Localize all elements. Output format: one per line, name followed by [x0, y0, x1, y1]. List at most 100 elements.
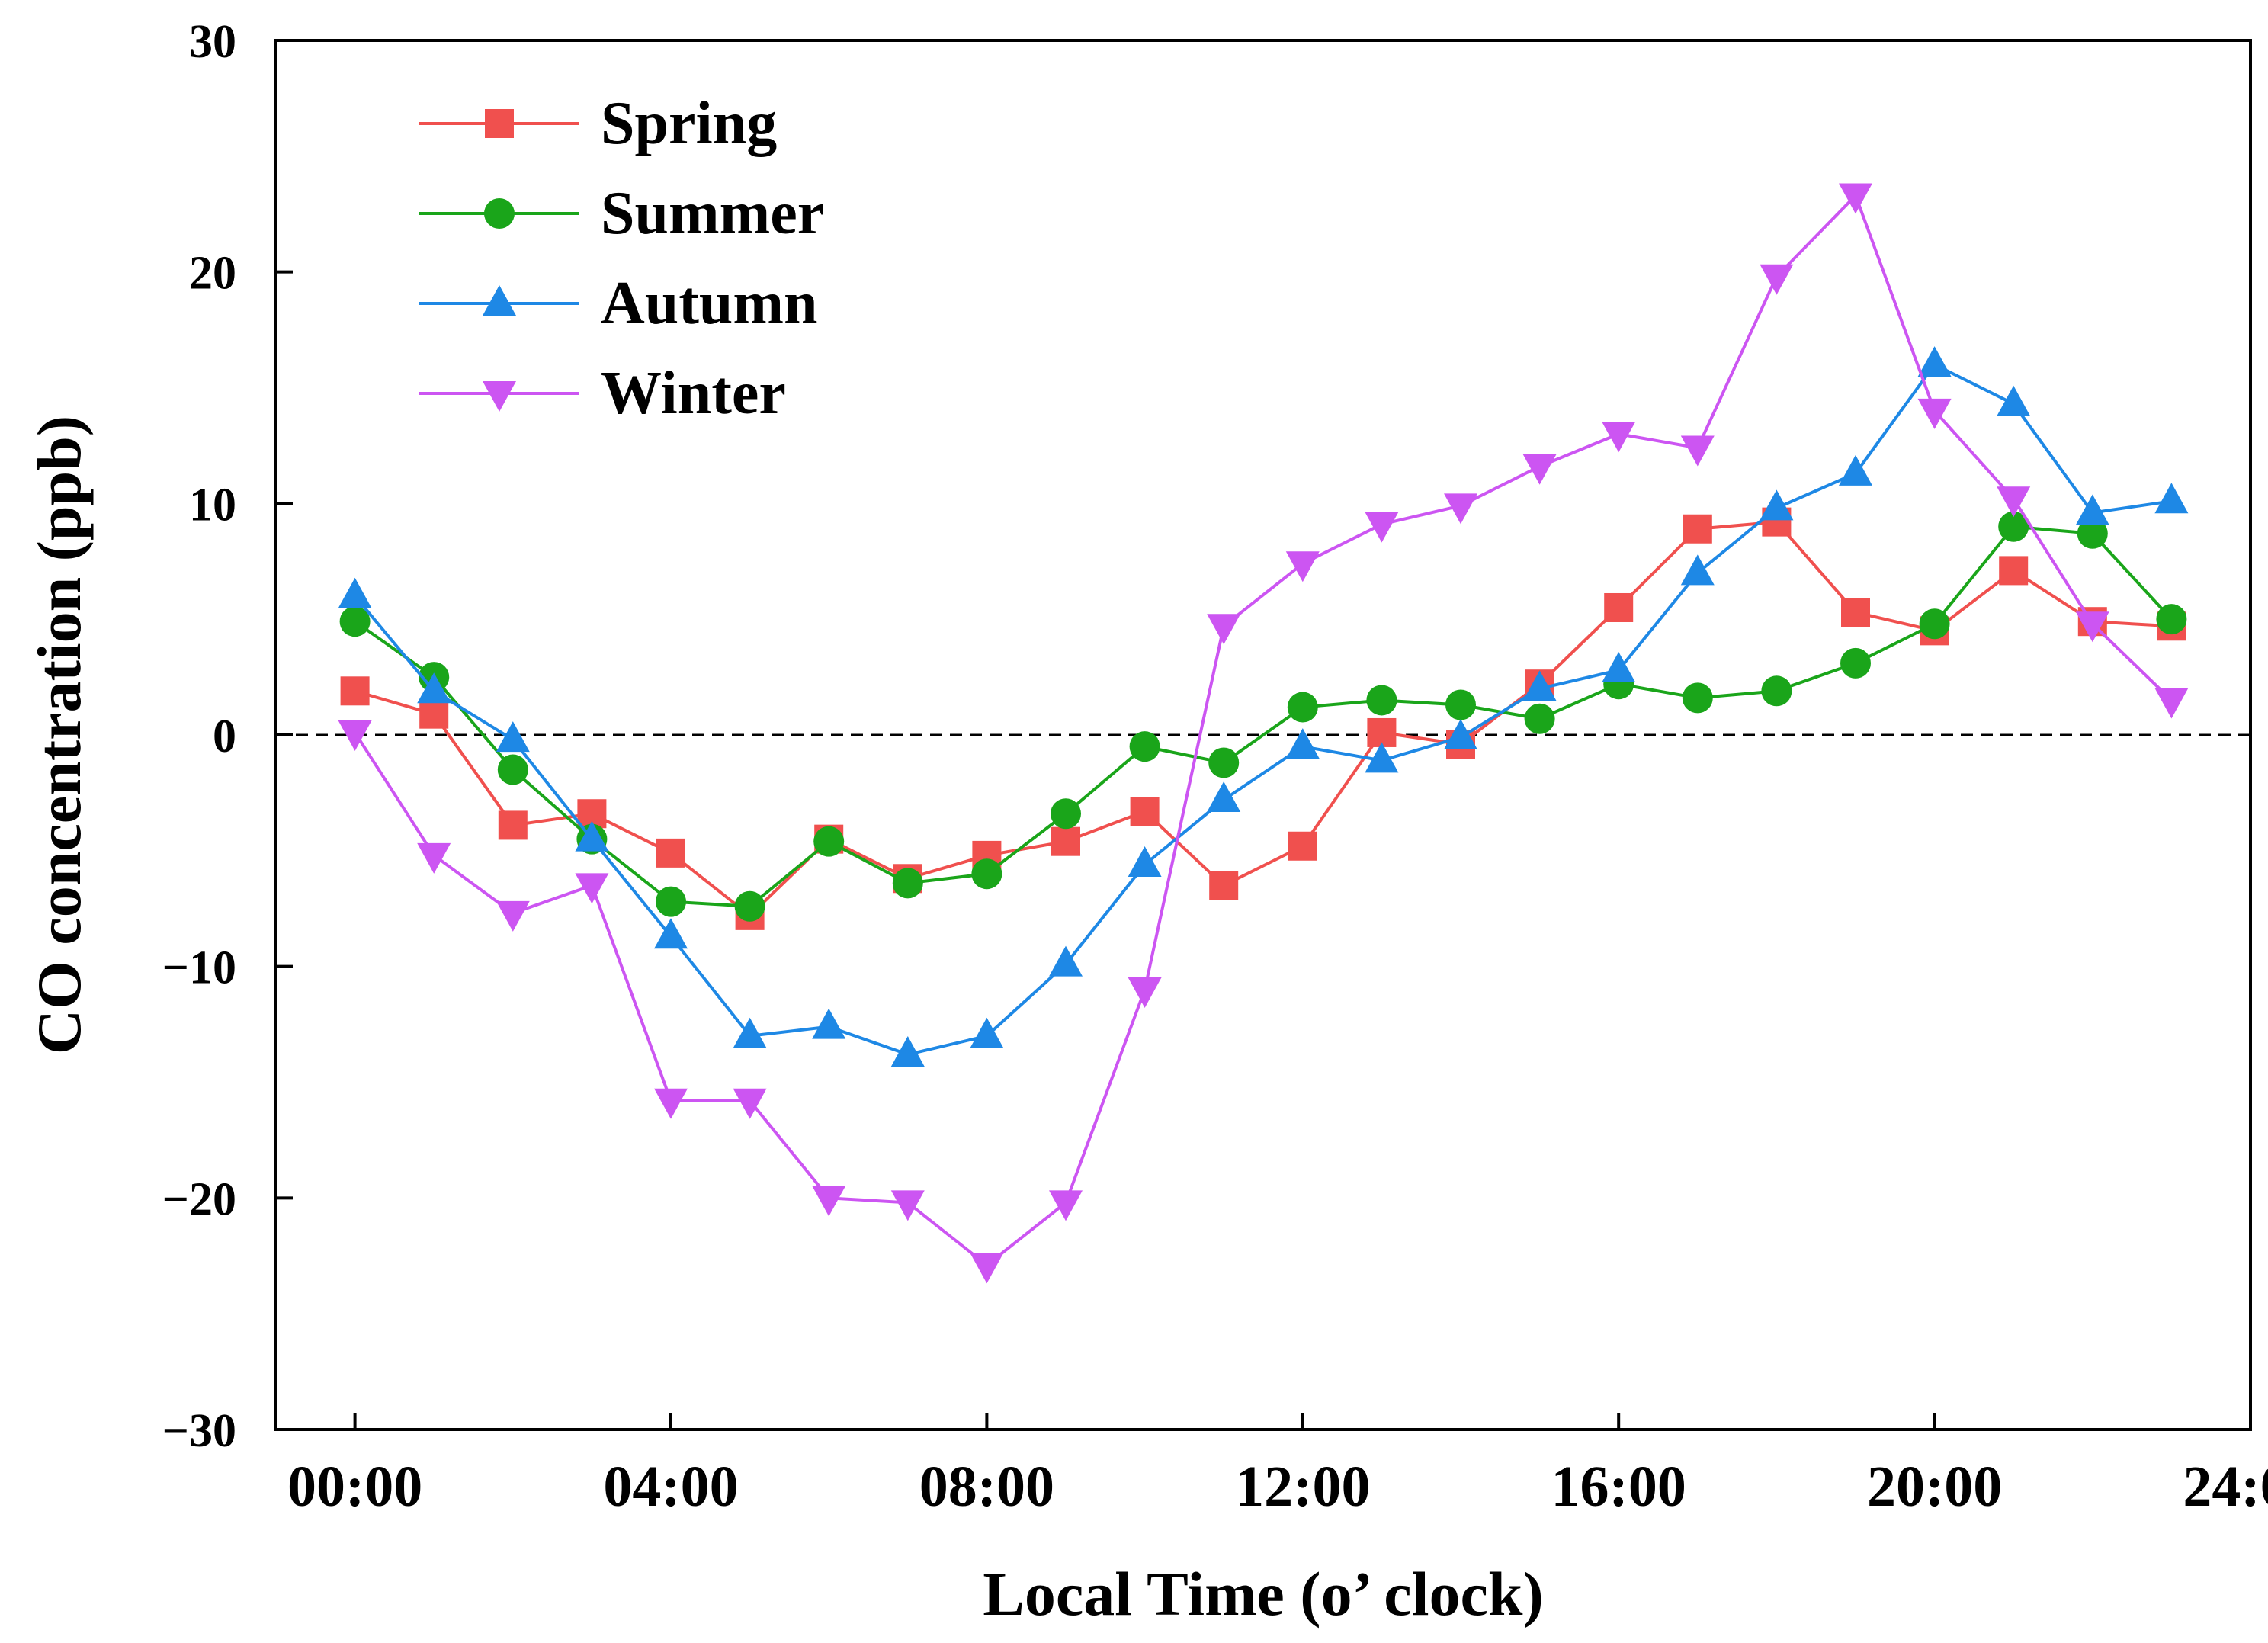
data-point-spring	[656, 838, 685, 868]
data-point-summer	[1208, 747, 1240, 778]
data-point-winter	[496, 900, 530, 932]
data-point-autumn	[1917, 346, 1952, 377]
data-point-winter	[733, 1088, 767, 1119]
legend-label-winter: Winter	[601, 360, 786, 427]
data-point-winter	[970, 1253, 1004, 1284]
data-point-winter	[1997, 486, 2031, 518]
data-point-autumn	[2154, 483, 2189, 514]
data-point-spring	[1130, 797, 1160, 826]
x-tick-label: 24:00	[2183, 1455, 2268, 1519]
data-point-winter	[1365, 512, 1399, 543]
data-point-autumn	[1997, 385, 2031, 416]
data-point-spring	[419, 699, 449, 729]
data-point-autumn	[970, 1017, 1004, 1048]
y-tick-label: 10	[189, 479, 236, 531]
data-point-autumn	[812, 1008, 846, 1039]
data-point-autumn	[417, 672, 451, 704]
legend-marker-spring	[485, 109, 514, 138]
series-autumn	[338, 346, 2189, 1067]
data-point-spring	[1288, 831, 1317, 861]
y-tick-label: −20	[162, 1173, 236, 1225]
data-point-summer	[1445, 689, 1476, 720]
data-point-summer	[1366, 685, 1397, 716]
y-tick-label: −30	[162, 1405, 236, 1457]
x-tick-label: 08:00	[919, 1455, 1054, 1519]
data-point-autumn	[1285, 728, 1320, 759]
data-point-winter	[890, 1190, 925, 1221]
data-point-summer	[1761, 675, 1792, 707]
data-point-autumn	[1839, 454, 1872, 486]
data-point-winter	[1444, 493, 1477, 525]
data-point-summer	[971, 858, 1002, 890]
data-point-summer	[656, 886, 686, 917]
x-tick-label: 20:00	[1867, 1455, 2002, 1519]
series-summer	[339, 511, 2187, 922]
series-winter	[338, 183, 2189, 1284]
data-point-summer	[2077, 518, 2108, 549]
y-tick-label: 20	[189, 248, 236, 300]
data-point-winter	[812, 1186, 846, 1217]
data-point-summer	[1287, 692, 1318, 723]
data-point-winter	[654, 1088, 688, 1119]
y-tick-label: −10	[162, 942, 236, 994]
data-point-spring	[1683, 514, 1712, 544]
data-point-autumn	[1444, 719, 1477, 750]
data-point-spring	[1209, 871, 1239, 900]
x-tick-label: 16:00	[1551, 1455, 1686, 1519]
x-tick-label: 00:00	[287, 1455, 422, 1519]
data-point-summer	[497, 754, 528, 785]
data-point-summer	[1682, 682, 1713, 714]
y-axis-title: CO concentration (ppb)	[24, 416, 94, 1054]
data-point-autumn	[1128, 846, 1162, 878]
series-line-spring	[354, 520, 2172, 918]
series-line-winter	[353, 192, 2173, 1267]
data-point-summer	[339, 606, 371, 637]
data-point-spring	[498, 810, 528, 840]
data-point-winter	[1049, 1190, 1083, 1221]
data-point-autumn	[496, 721, 530, 753]
data-point-winter	[575, 873, 609, 904]
data-point-autumn	[1522, 670, 1557, 701]
data-point-autumn	[1365, 742, 1399, 773]
data-point-summer	[1919, 608, 1950, 640]
data-point-autumn	[338, 577, 372, 608]
legend-label-summer: Summer	[601, 180, 824, 247]
data-point-summer	[1998, 511, 2029, 542]
data-point-spring	[1051, 826, 1080, 856]
legend-label-autumn: Autumn	[601, 270, 818, 337]
data-point-autumn	[654, 918, 688, 949]
data-point-summer	[2156, 604, 2187, 635]
data-point-winter	[1917, 398, 1952, 429]
data-point-autumn	[1207, 781, 1241, 813]
axes: 30 20 10 0 −10 −20 −30 00:00 04:00 08:00 12:00 16:0…	[162, 16, 2268, 1519]
x-tick-label: 04:00	[603, 1455, 738, 1519]
data-point-summer	[1524, 703, 1555, 734]
data-point-winter	[1207, 614, 1241, 645]
data-point-summer	[1840, 647, 1871, 679]
series-line-autumn	[354, 362, 2172, 1057]
data-point-winter	[2154, 688, 2189, 719]
data-point-autumn	[1760, 489, 1794, 521]
legend: Spring Summer Autumn Winter	[419, 90, 824, 427]
series-spring	[340, 507, 2186, 930]
data-point-winter	[338, 720, 372, 751]
data-point-spring	[1604, 592, 1634, 622]
data-point-autumn	[890, 1036, 925, 1067]
data-point-winter	[2075, 611, 2109, 643]
data-point-autumn	[733, 1017, 767, 1048]
x-axis-title: Local Time (o’ clock)	[983, 1559, 1544, 1629]
series-line-summer	[354, 525, 2173, 908]
data-point-autumn	[1602, 651, 1636, 682]
legend-marker-winter	[483, 381, 516, 412]
data-point-autumn	[1680, 554, 1715, 586]
x-tick-label: 12:00	[1235, 1455, 1370, 1519]
data-point-summer	[1129, 731, 1160, 762]
data-point-spring	[1841, 598, 1870, 627]
data-point-winter	[1760, 264, 1794, 295]
data-point-summer	[1051, 798, 1081, 830]
data-point-summer	[892, 868, 923, 899]
data-point-winter	[1680, 435, 1715, 467]
data-point-winter	[1285, 551, 1320, 582]
data-point-winter	[1128, 977, 1162, 1009]
